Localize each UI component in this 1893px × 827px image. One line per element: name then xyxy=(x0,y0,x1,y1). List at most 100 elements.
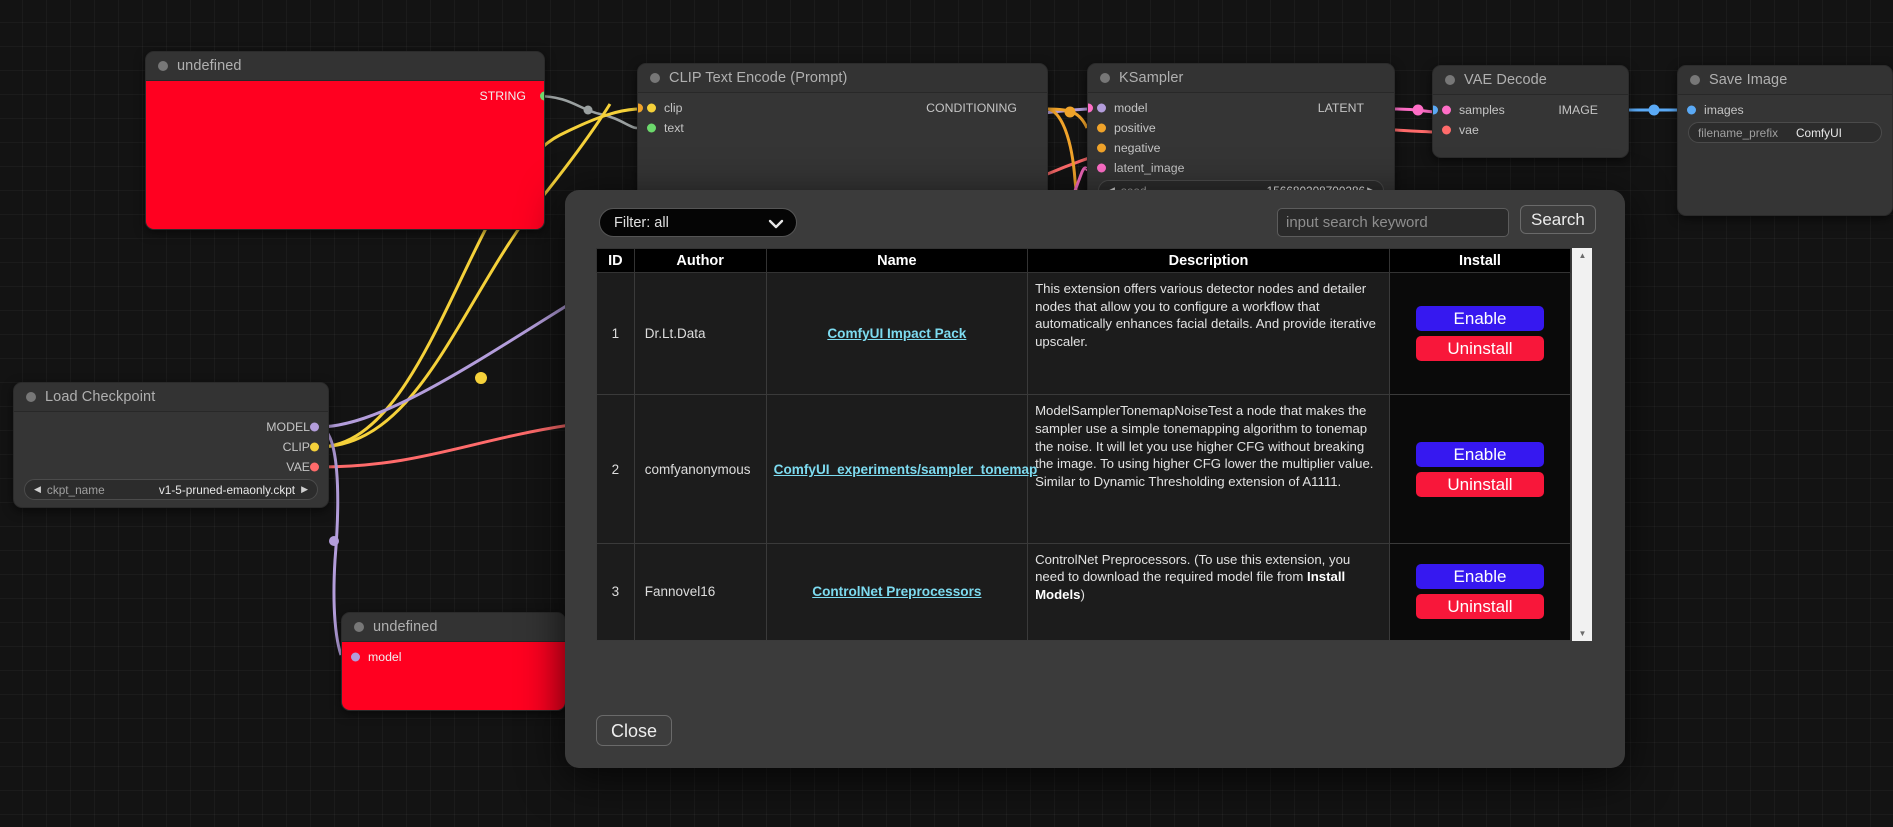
cell-author: Dr.Lt.Data xyxy=(633,271,767,396)
node-body: STRING xyxy=(146,81,544,229)
output-label: MODEL xyxy=(266,419,310,434)
cell-description: ControlNet Preprocessors. (To use this e… xyxy=(1027,542,1390,642)
collapse-dot-icon[interactable] xyxy=(1445,75,1455,85)
port-images-icon[interactable] xyxy=(1687,105,1696,114)
input-label: images xyxy=(1704,102,1744,117)
custom-nodes-manager-dialog: Filter: allFilter: installedFilter: not-… xyxy=(565,190,1625,768)
input-slot-images[interactable]: images xyxy=(1678,101,1892,118)
port-conditioning-icon[interactable] xyxy=(638,103,643,112)
output-slot-model[interactable]: MODEL xyxy=(14,418,328,435)
node-undefined-string[interactable]: undefined STRING xyxy=(145,51,545,230)
output-label: LATENT xyxy=(1317,100,1364,115)
enable-button[interactable]: Enable xyxy=(1416,564,1544,590)
port-model-icon[interactable] xyxy=(351,652,360,661)
node-title-text: Save Image xyxy=(1709,72,1788,88)
input-slot-positive[interactable]: positive xyxy=(1088,119,1394,136)
node-title-text: VAE Decode xyxy=(1464,72,1547,88)
input-label: samples xyxy=(1459,102,1505,117)
input-slot-latent-image[interactable]: latent_image xyxy=(1088,159,1394,176)
port-string-icon[interactable] xyxy=(539,91,544,100)
extension-link[interactable]: ComfyUI Impact Pack xyxy=(827,326,967,342)
input-slot-text[interactable]: text xyxy=(638,119,1047,136)
port-text-icon[interactable] xyxy=(647,123,656,132)
input-slot-vae[interactable]: vae xyxy=(1433,121,1628,138)
filter-select[interactable]: Filter: allFilter: installedFilter: not-… xyxy=(599,208,797,237)
dialog-toolbar: Filter: allFilter: installedFilter: not-… xyxy=(565,190,1625,252)
collapse-dot-icon[interactable] xyxy=(158,61,168,71)
node-title-bar[interactable]: CLIP Text Encode (Prompt) xyxy=(638,64,1047,93)
port-model-icon[interactable] xyxy=(1097,103,1106,112)
node-title-bar[interactable]: Load Checkpoint xyxy=(14,383,328,412)
cell-description: ModelSamplerTonemapNoiseTest a node that… xyxy=(1027,394,1390,544)
collapse-dot-icon[interactable] xyxy=(26,392,36,402)
search-button[interactable]: Search xyxy=(1520,205,1596,234)
port-vae-icon[interactable] xyxy=(1442,125,1451,134)
column-header-author: Author xyxy=(633,248,767,273)
port-image-icon[interactable] xyxy=(1433,105,1438,114)
port-clip-icon[interactable] xyxy=(310,442,319,451)
cell-install: Enable Uninstall xyxy=(1389,542,1571,642)
chevron-left-icon[interactable]: ◀ xyxy=(34,484,41,494)
table-scrollbar[interactable]: ▲ ▼ xyxy=(1571,248,1592,641)
output-slot-clip[interactable]: CLIP xyxy=(14,438,328,455)
description-tail: ) xyxy=(1080,586,1085,602)
close-button[interactable]: Close xyxy=(596,715,673,746)
input-slot-clip[interactable]: clip CONDITIONING xyxy=(638,99,1047,116)
enable-button[interactable]: Enable xyxy=(1416,306,1544,332)
port-clip-icon[interactable] xyxy=(647,103,656,112)
node-body: samples IMAGE vae xyxy=(1433,95,1628,157)
extensions-table: ID Author Name Description Install 1 Dr.… xyxy=(596,248,1571,642)
port-positive-icon[interactable] xyxy=(1097,123,1106,132)
search-input[interactable] xyxy=(1277,208,1509,237)
node-title-bar[interactable]: VAE Decode xyxy=(1433,66,1628,95)
description-bold: Install Models xyxy=(1035,569,1346,602)
input-label: positive xyxy=(1114,120,1156,135)
extension-link[interactable]: ComfyUI_experiments/sampler_tonemap xyxy=(773,461,1038,477)
node-title-bar[interactable]: KSampler xyxy=(1088,64,1394,93)
uninstall-button[interactable]: Uninstall xyxy=(1416,594,1544,620)
scroll-down-icon[interactable]: ▼ xyxy=(1578,629,1587,638)
collapse-dot-icon[interactable] xyxy=(1100,73,1110,83)
input-label: model xyxy=(1114,100,1148,115)
input-slot-samples[interactable]: samples IMAGE xyxy=(1433,101,1628,118)
input-label: clip xyxy=(664,100,683,115)
node-title-bar[interactable]: undefined xyxy=(146,52,544,81)
output-label: IMAGE xyxy=(1558,102,1598,117)
widget-filename-prefix[interactable]: filename_prefix ComfyUI xyxy=(1688,122,1882,143)
node-load-checkpoint[interactable]: Load Checkpoint MODEL CLIP VAE ◀ ckpt_na… xyxy=(13,382,329,508)
node-undefined-model[interactable]: undefined model xyxy=(341,612,566,711)
node-title-text: CLIP Text Encode (Prompt) xyxy=(669,70,848,86)
widget-ckpt-name[interactable]: ◀ ckpt_name v1-5-pruned-emaonly.ckpt ▶ xyxy=(24,479,318,500)
port-latent-icon[interactable] xyxy=(1088,103,1093,112)
uninstall-button[interactable]: Uninstall xyxy=(1416,336,1544,362)
cell-id: 3 xyxy=(596,542,635,642)
collapse-dot-icon[interactable] xyxy=(1690,75,1700,85)
output-slot-vae[interactable]: VAE xyxy=(14,458,328,475)
port-model-icon[interactable] xyxy=(310,422,319,431)
node-save-image[interactable]: Save Image images filename_prefix ComfyU… xyxy=(1677,65,1893,216)
input-slot-model[interactable]: model LATENT xyxy=(1088,99,1394,116)
collapse-dot-icon[interactable] xyxy=(354,622,364,632)
input-slot-model[interactable]: model xyxy=(342,648,565,665)
collapse-dot-icon[interactable] xyxy=(650,73,660,83)
chevron-right-icon[interactable]: ▶ xyxy=(301,484,308,494)
column-header-install: Install xyxy=(1389,248,1571,273)
port-vae-icon[interactable] xyxy=(310,462,319,471)
input-label: latent_image xyxy=(1114,160,1185,175)
node-vae-decode[interactable]: VAE Decode samples IMAGE vae xyxy=(1432,65,1629,158)
port-samples-icon[interactable] xyxy=(1442,105,1451,114)
scroll-up-icon[interactable]: ▲ xyxy=(1578,251,1587,260)
port-negative-icon[interactable] xyxy=(1097,143,1106,152)
port-latent-image-icon[interactable] xyxy=(1097,163,1106,172)
description-text: ModelSamplerTonemapNoiseTest a node that… xyxy=(1035,403,1374,489)
uninstall-button[interactable]: Uninstall xyxy=(1416,471,1544,497)
extension-link[interactable]: ControlNet Preprocessors xyxy=(812,584,982,600)
node-title-bar[interactable]: Save Image xyxy=(1678,66,1892,95)
output-slot-string[interactable]: STRING xyxy=(146,87,544,104)
enable-button[interactable]: Enable xyxy=(1416,441,1544,467)
table-header-row: ID Author Name Description Install xyxy=(596,248,1571,273)
column-header-id: ID xyxy=(596,248,635,273)
input-slot-negative[interactable]: negative xyxy=(1088,139,1394,156)
node-title-bar[interactable]: undefined xyxy=(342,613,565,642)
